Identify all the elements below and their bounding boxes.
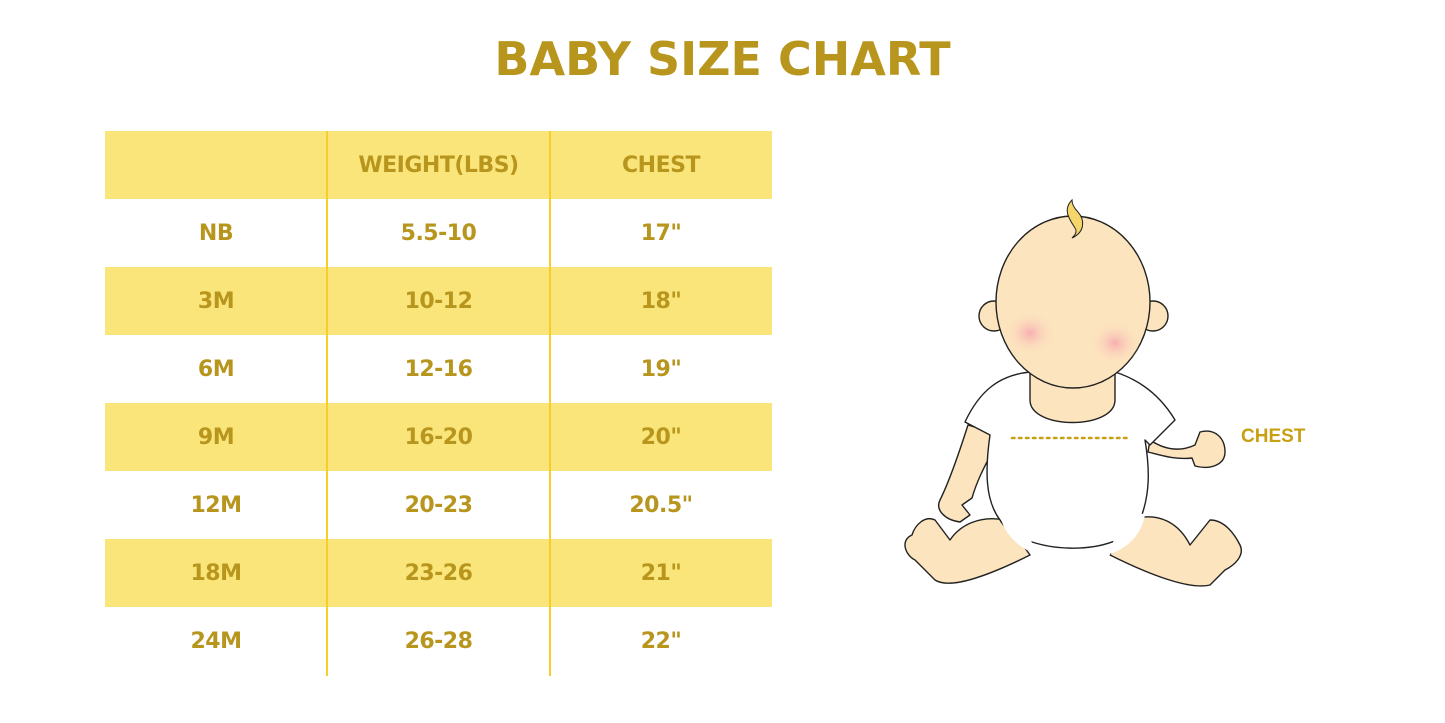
chest-cell: 19" (640, 356, 682, 382)
weight-cell: 16-20 (404, 424, 473, 450)
size-cell: NB (198, 220, 234, 246)
size-cell: 9M (197, 424, 235, 450)
size-cell: 6M (197, 356, 235, 382)
weight-cell: 5.5-10 (400, 220, 477, 246)
right-cheek (1089, 321, 1141, 365)
weight-cell: 23-26 (404, 560, 473, 586)
weight-cell: 20-23 (404, 492, 473, 518)
chest-label: CHEST (1241, 426, 1306, 447)
size-cell: 24M (190, 628, 242, 654)
column-divider (549, 131, 551, 676)
table-row: NB 5.5-10 17" (105, 199, 772, 267)
table-header-row: WEIGHT(LBS) CHEST (105, 131, 772, 199)
table-row: 12M 20-23 20.5" (105, 471, 772, 539)
weight-cell: 12-16 (404, 356, 473, 382)
chest-cell: 22" (640, 628, 682, 654)
page-title: BABY SIZE CHART (494, 32, 951, 86)
chest-cell: 21" (640, 560, 682, 586)
shirt (964, 371, 1176, 549)
left-leg (904, 518, 1031, 584)
table-row: 24M 26-28 22" (105, 607, 772, 675)
chest-cell: 20.5" (629, 492, 693, 518)
right-arm (1147, 430, 1226, 469)
right-leg (1109, 516, 1242, 587)
table-row: 18M 23-26 21" (105, 539, 772, 607)
chest-cell: 18" (640, 288, 682, 314)
table-row: 9M 16-20 20" (105, 403, 772, 471)
size-table: WEIGHT(LBS) CHEST NB 5.5-10 17" 3M 10-12… (105, 131, 772, 675)
size-cell: 3M (197, 288, 235, 314)
left-cheek (1004, 311, 1056, 355)
hair-tuft (1066, 198, 1084, 239)
header-cell: CHEST (622, 152, 700, 178)
header-cell: WEIGHT(LBS) (358, 152, 519, 178)
chest-cell: 17" (640, 220, 682, 246)
size-cell: 18M (190, 560, 242, 586)
chest-cell: 20" (640, 424, 682, 450)
column-divider (326, 131, 328, 676)
weight-cell: 10-12 (404, 288, 473, 314)
size-cell: 12M (190, 492, 242, 518)
table-row: 6M 12-16 19" (105, 335, 772, 403)
weight-cell: 26-28 (404, 628, 473, 654)
table-row: 3M 10-12 18" (105, 267, 772, 335)
diaper (1000, 511, 1145, 560)
